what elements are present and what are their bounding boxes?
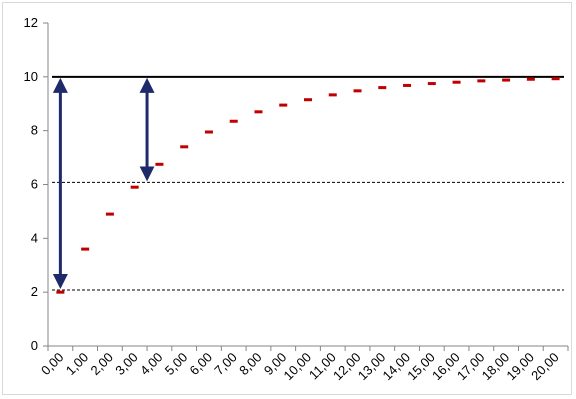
x-tick-label: 19,00 bbox=[503, 350, 537, 384]
y-tick-label: 2 bbox=[31, 284, 38, 299]
x-tick-label: 5,00 bbox=[162, 350, 191, 379]
x-tick-label: 16,00 bbox=[429, 350, 463, 384]
data-point bbox=[502, 78, 511, 82]
x-tick-label: 4,00 bbox=[137, 350, 166, 379]
data-point bbox=[304, 98, 312, 102]
x-tick-label: 15,00 bbox=[404, 350, 438, 384]
y-tick-label: 4 bbox=[31, 230, 38, 245]
data-point bbox=[403, 83, 412, 87]
x-tick-label: 12,00 bbox=[330, 350, 364, 384]
x-tick-label: 18,00 bbox=[479, 350, 513, 384]
tick-labels: 0 2 4 6 8 10 12 0,001,002,003,004,005,006,007,0… bbox=[24, 15, 562, 383]
x-tick-label: 0,00 bbox=[38, 350, 67, 379]
x-tick-label: 2,00 bbox=[88, 350, 117, 379]
data-point bbox=[56, 290, 65, 294]
data-point bbox=[81, 247, 90, 251]
data-point bbox=[526, 77, 535, 81]
x-tick-label: 10,00 bbox=[281, 350, 315, 384]
y-tick-label: 12 bbox=[24, 15, 38, 30]
data-marks bbox=[56, 77, 560, 294]
data-point bbox=[328, 93, 337, 97]
data-point bbox=[105, 212, 114, 216]
x-tick-label: 8,00 bbox=[236, 350, 265, 379]
data-point bbox=[229, 119, 238, 123]
data-point bbox=[279, 103, 288, 107]
axes bbox=[43, 22, 569, 351]
x-tick-label: 3,00 bbox=[112, 350, 141, 379]
x-tick-label: 20,00 bbox=[528, 350, 562, 384]
data-point bbox=[254, 110, 263, 114]
x-tick-label: 7,00 bbox=[211, 350, 240, 379]
y-tick-label: 6 bbox=[31, 177, 38, 192]
y-tick-label: 0 bbox=[31, 338, 38, 353]
y-tick-label: 10 bbox=[24, 69, 38, 84]
x-tick-label: 14,00 bbox=[380, 350, 414, 384]
data-point bbox=[551, 77, 560, 81]
data-point bbox=[353, 89, 362, 93]
data-point bbox=[204, 130, 213, 134]
x-tick-label: 6,00 bbox=[187, 350, 216, 379]
data-point bbox=[180, 145, 189, 149]
data-point bbox=[378, 86, 387, 90]
data-point bbox=[477, 79, 486, 83]
chart-frame bbox=[2, 2, 572, 395]
x-tick-label: 17,00 bbox=[454, 350, 488, 384]
y-tick-label: 8 bbox=[31, 123, 38, 138]
x-tick-label: 1,00 bbox=[63, 350, 92, 379]
data-point bbox=[452, 80, 461, 84]
reference-lines bbox=[52, 75, 564, 291]
data-point bbox=[155, 162, 164, 166]
data-point bbox=[427, 82, 436, 86]
x-tick-label: 13,00 bbox=[355, 350, 389, 384]
arrows bbox=[52, 77, 155, 290]
data-point bbox=[130, 185, 139, 189]
